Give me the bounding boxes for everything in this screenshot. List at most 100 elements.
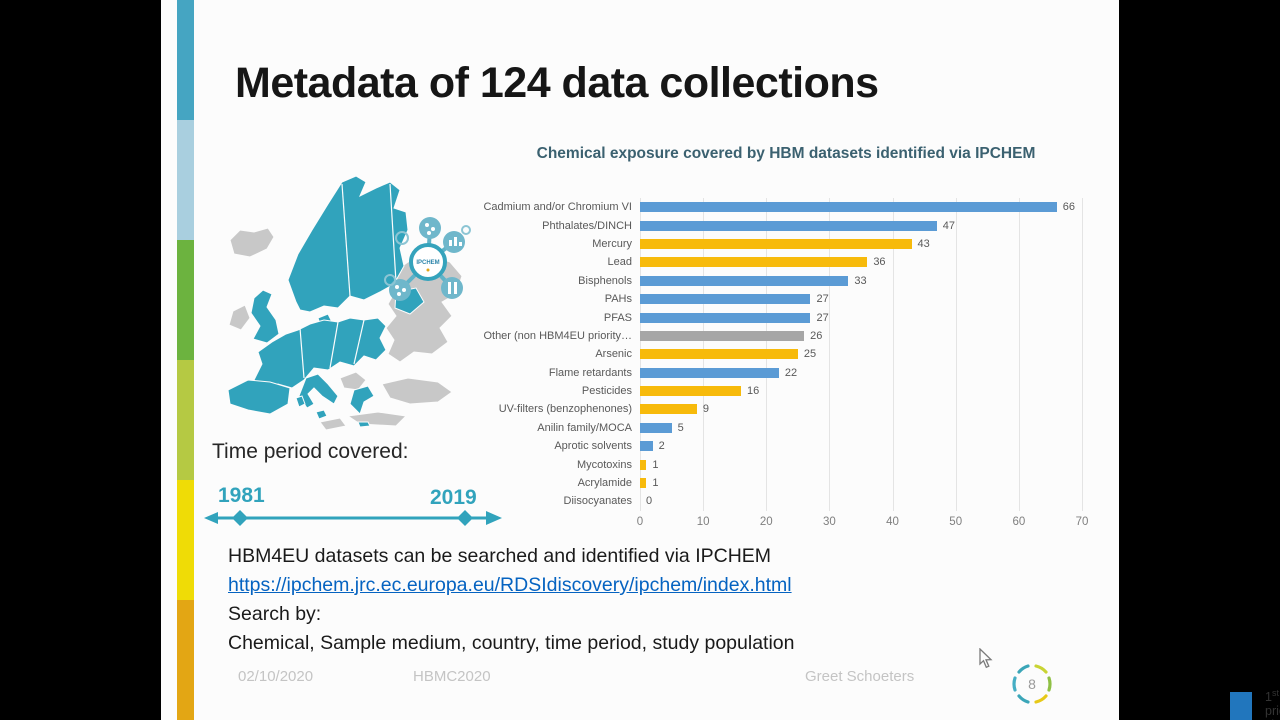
bar [640, 294, 811, 305]
category-label: UV-filters (benzophenones) [498, 403, 632, 416]
footer-author: Greet Schoeters [805, 668, 915, 685]
chart-row: Lead 36 [480, 253, 1082, 271]
bar-track: 16 [640, 382, 1082, 400]
category-label: Bisphenols [578, 274, 632, 287]
chart-row: Acrylamide 1 [480, 474, 1082, 492]
bar-track: 25 [640, 345, 1082, 363]
value-label: 5 [677, 421, 684, 434]
chart-row: Flame retardants 22 [480, 364, 1082, 382]
chart-row: UV-filters (benzophenones) 9 [480, 400, 1082, 418]
presentation-slide: Metadata of 124 data collections [161, 0, 1280, 720]
value-label: 26 [810, 329, 823, 342]
gridline [1018, 198, 1020, 511]
bar [640, 422, 672, 433]
bar-track: 22 [640, 364, 1082, 382]
bar-track: 33 [640, 272, 1082, 290]
slide-accent-stripes [177, 0, 194, 720]
bar [640, 202, 1057, 213]
bar-track: 9 [640, 400, 1082, 418]
bar [640, 312, 811, 323]
category-label: Phthalates/DINCH [542, 219, 632, 232]
value-label: 22 [784, 366, 798, 379]
chart-legend: 1st set priority chemicals2nd set priori… [1230, 688, 1280, 720]
category-label: Cadmium and/or Chromium VI [483, 201, 632, 214]
bar [640, 220, 937, 231]
category-label: Mycotoxins [576, 458, 632, 471]
value-label: 2 [658, 440, 665, 453]
value-label: 0 [646, 495, 653, 508]
legend-swatch [1230, 691, 1252, 720]
bar-track: 0 [640, 492, 1082, 510]
value-label: 27 [816, 311, 829, 324]
x-tick-label: 0 [636, 516, 644, 528]
stripe-gold [177, 600, 194, 720]
bar-track: 43 [640, 235, 1082, 253]
bar-track: 27 [640, 290, 1082, 308]
bar [640, 459, 647, 470]
value-label: 9 [702, 403, 709, 416]
bar [640, 478, 647, 489]
category-label: PFAS [603, 311, 632, 324]
category-label: Flame retardants [548, 366, 632, 379]
chemical-exposure-bar-chart: Chemical exposure covered by HBM dataset… [480, 142, 1280, 720]
bar-track: 26 [640, 327, 1082, 345]
search-info-line1: HBM4EU datasets can be searched and iden… [228, 545, 772, 567]
timeline-arrow: 1981 2019 [202, 480, 504, 533]
chart-x-axis: 0 10 20 30 40 50 60 70 [480, 516, 1092, 532]
timeline-start-year: 1981 [218, 484, 265, 507]
footer-event: HBMC2020 [413, 668, 491, 685]
category-label: PAHs [604, 293, 632, 306]
value-label: 66 [1062, 201, 1075, 214]
chart-row: Phthalates/DINCH 47 [480, 216, 1082, 234]
category-label: Acrylamide [577, 477, 632, 490]
timeline-right-arrowhead [486, 511, 502, 525]
chart-row: PAHs 27 [480, 290, 1082, 308]
map-active-countries [227, 175, 425, 428]
search-by-label: Search by: [228, 603, 322, 625]
stripe-yellowgreen [177, 360, 194, 480]
slide-title: Metadata of 124 data collections [235, 58, 879, 107]
value-label: 33 [854, 274, 867, 287]
bar-track: 47 [640, 216, 1082, 234]
hbm4eu-ring-logo: 8 [1011, 663, 1053, 705]
chart-row: Anilin family/MOCA 5 [480, 419, 1082, 437]
bar [640, 275, 849, 286]
ipchem-logo-text: IPCHEM [416, 260, 439, 266]
bar [640, 441, 653, 452]
timeline-end-year: 2019 [430, 486, 477, 509]
chart-row: Aprotic solvents 2 [480, 437, 1082, 455]
category-label: Anilin family/MOCA [537, 421, 632, 434]
ipchem-link[interactable]: https://ipchem.jrc.ec.europa.eu/RDSIdisc… [228, 574, 792, 596]
x-tick-label: 60 [1012, 516, 1026, 528]
bar-track: 36 [640, 253, 1082, 271]
timeline-start-marker [232, 510, 248, 526]
chart-row: Bisphenols 33 [480, 272, 1082, 290]
value-label: 16 [747, 385, 760, 398]
bar [640, 257, 868, 268]
legend-label: 1st set priority chemicals [1265, 688, 1280, 720]
value-label: 1 [652, 477, 659, 490]
x-tick-label: 10 [696, 516, 710, 528]
chart-rows: Cadmium and/or Chromium VI 66 Phthalates/D… [480, 198, 1082, 511]
bar-track: 1 [640, 474, 1082, 492]
x-tick-label: 70 [1075, 516, 1089, 528]
chart-row: Pesticides 16 [480, 382, 1082, 400]
chart-row: Cadmium and/or Chromium VI 66 [480, 198, 1082, 216]
bar-track: 1 [640, 455, 1082, 473]
map-borders [299, 183, 397, 379]
search-by-fields: Chemical, Sample medium, country, time p… [228, 632, 795, 654]
bar [640, 349, 798, 360]
value-label: 47 [942, 219, 956, 232]
bar [640, 367, 779, 378]
bar-track: 2 [640, 437, 1082, 455]
category-label: Mercury [592, 237, 632, 250]
bar [640, 330, 805, 341]
bar [640, 404, 697, 415]
category-label: Arsenic [595, 348, 632, 361]
value-label: 27 [816, 293, 829, 306]
bar [640, 238, 912, 249]
mouse-cursor [979, 647, 993, 669]
category-label: Other (non HBM4EU priority… [483, 329, 632, 342]
x-tick-label: 20 [759, 516, 773, 528]
